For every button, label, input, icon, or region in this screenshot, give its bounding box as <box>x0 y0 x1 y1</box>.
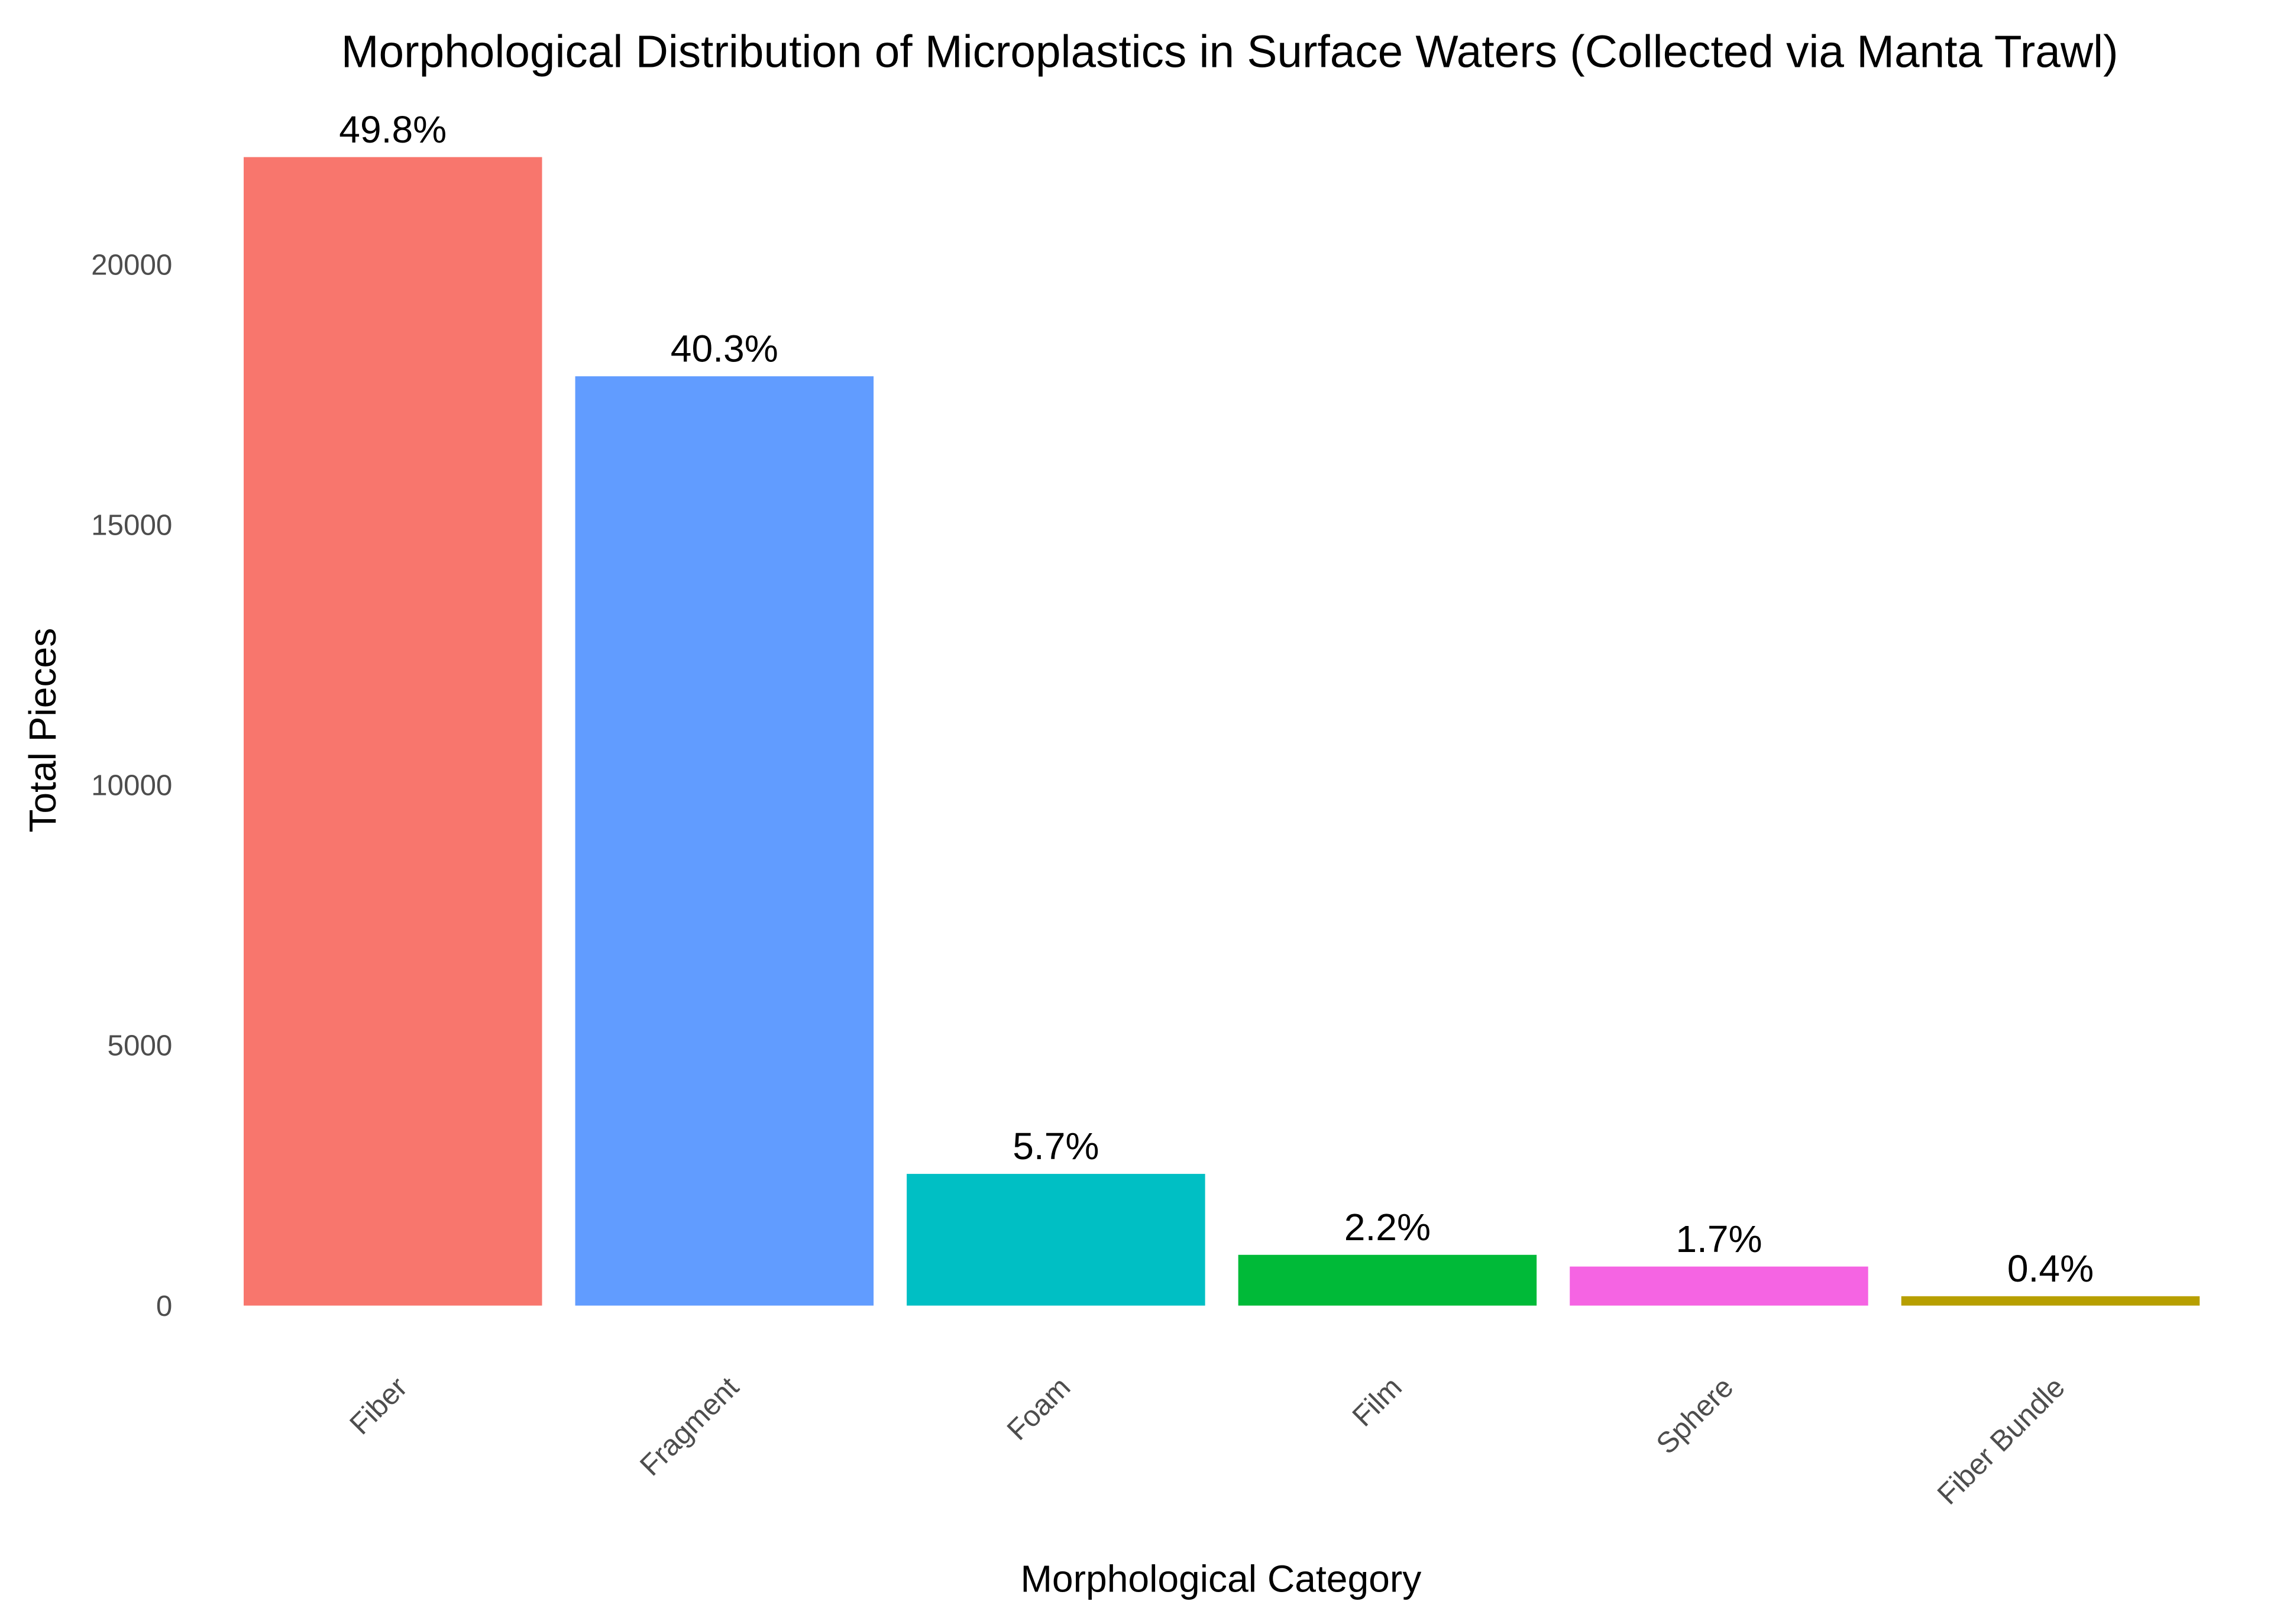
bar <box>1238 1254 1537 1306</box>
y-tick-label: 5000 <box>108 1030 173 1062</box>
y-tick-label: 15000 <box>91 509 172 541</box>
chart-title: Morphological Distribution of Microplast… <box>341 27 2118 77</box>
value-label: 2.2% <box>1344 1206 1431 1248</box>
y-axis-title: Total Pieces <box>21 628 64 833</box>
bar <box>1901 1296 2200 1306</box>
bar <box>907 1173 1205 1306</box>
bar <box>1570 1266 1868 1306</box>
y-tick-label: 20000 <box>91 248 172 281</box>
y-tick-label: 0 <box>156 1290 172 1322</box>
value-label: 0.4% <box>2007 1247 2094 1290</box>
value-label: 40.3% <box>671 328 778 370</box>
y-tick-label: 10000 <box>91 769 172 802</box>
x-axis-title: Morphological Category <box>1020 1558 1421 1600</box>
value-label: 49.8% <box>339 108 447 151</box>
value-label: 5.7% <box>1013 1125 1099 1167</box>
bar <box>575 376 874 1306</box>
bar <box>244 157 542 1306</box>
value-label: 1.7% <box>1676 1218 1762 1260</box>
